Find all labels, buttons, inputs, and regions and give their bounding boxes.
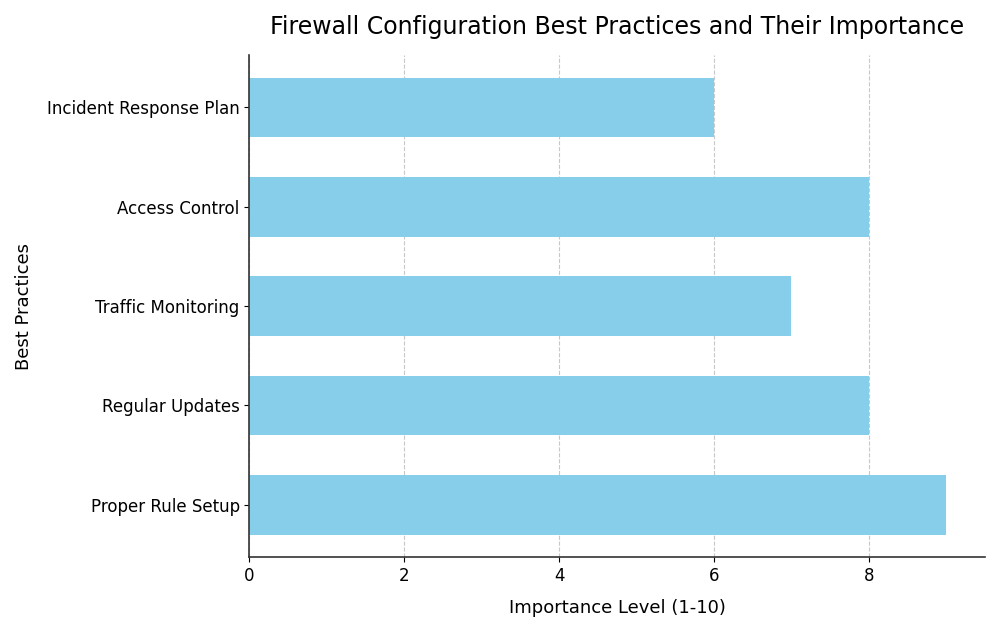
- Bar: [249, 375, 869, 435]
- Bar: [249, 177, 869, 236]
- X-axis label: Importance Level (1-10): Importance Level (1-10): [509, 599, 726, 617]
- Y-axis label: Best Practices: Best Practices: [15, 243, 33, 370]
- Bar: [249, 78, 714, 137]
- Bar: [249, 276, 791, 336]
- Bar: [249, 475, 946, 535]
- Title: Firewall Configuration Best Practices and Their Importance: Firewall Configuration Best Practices an…: [270, 15, 964, 39]
